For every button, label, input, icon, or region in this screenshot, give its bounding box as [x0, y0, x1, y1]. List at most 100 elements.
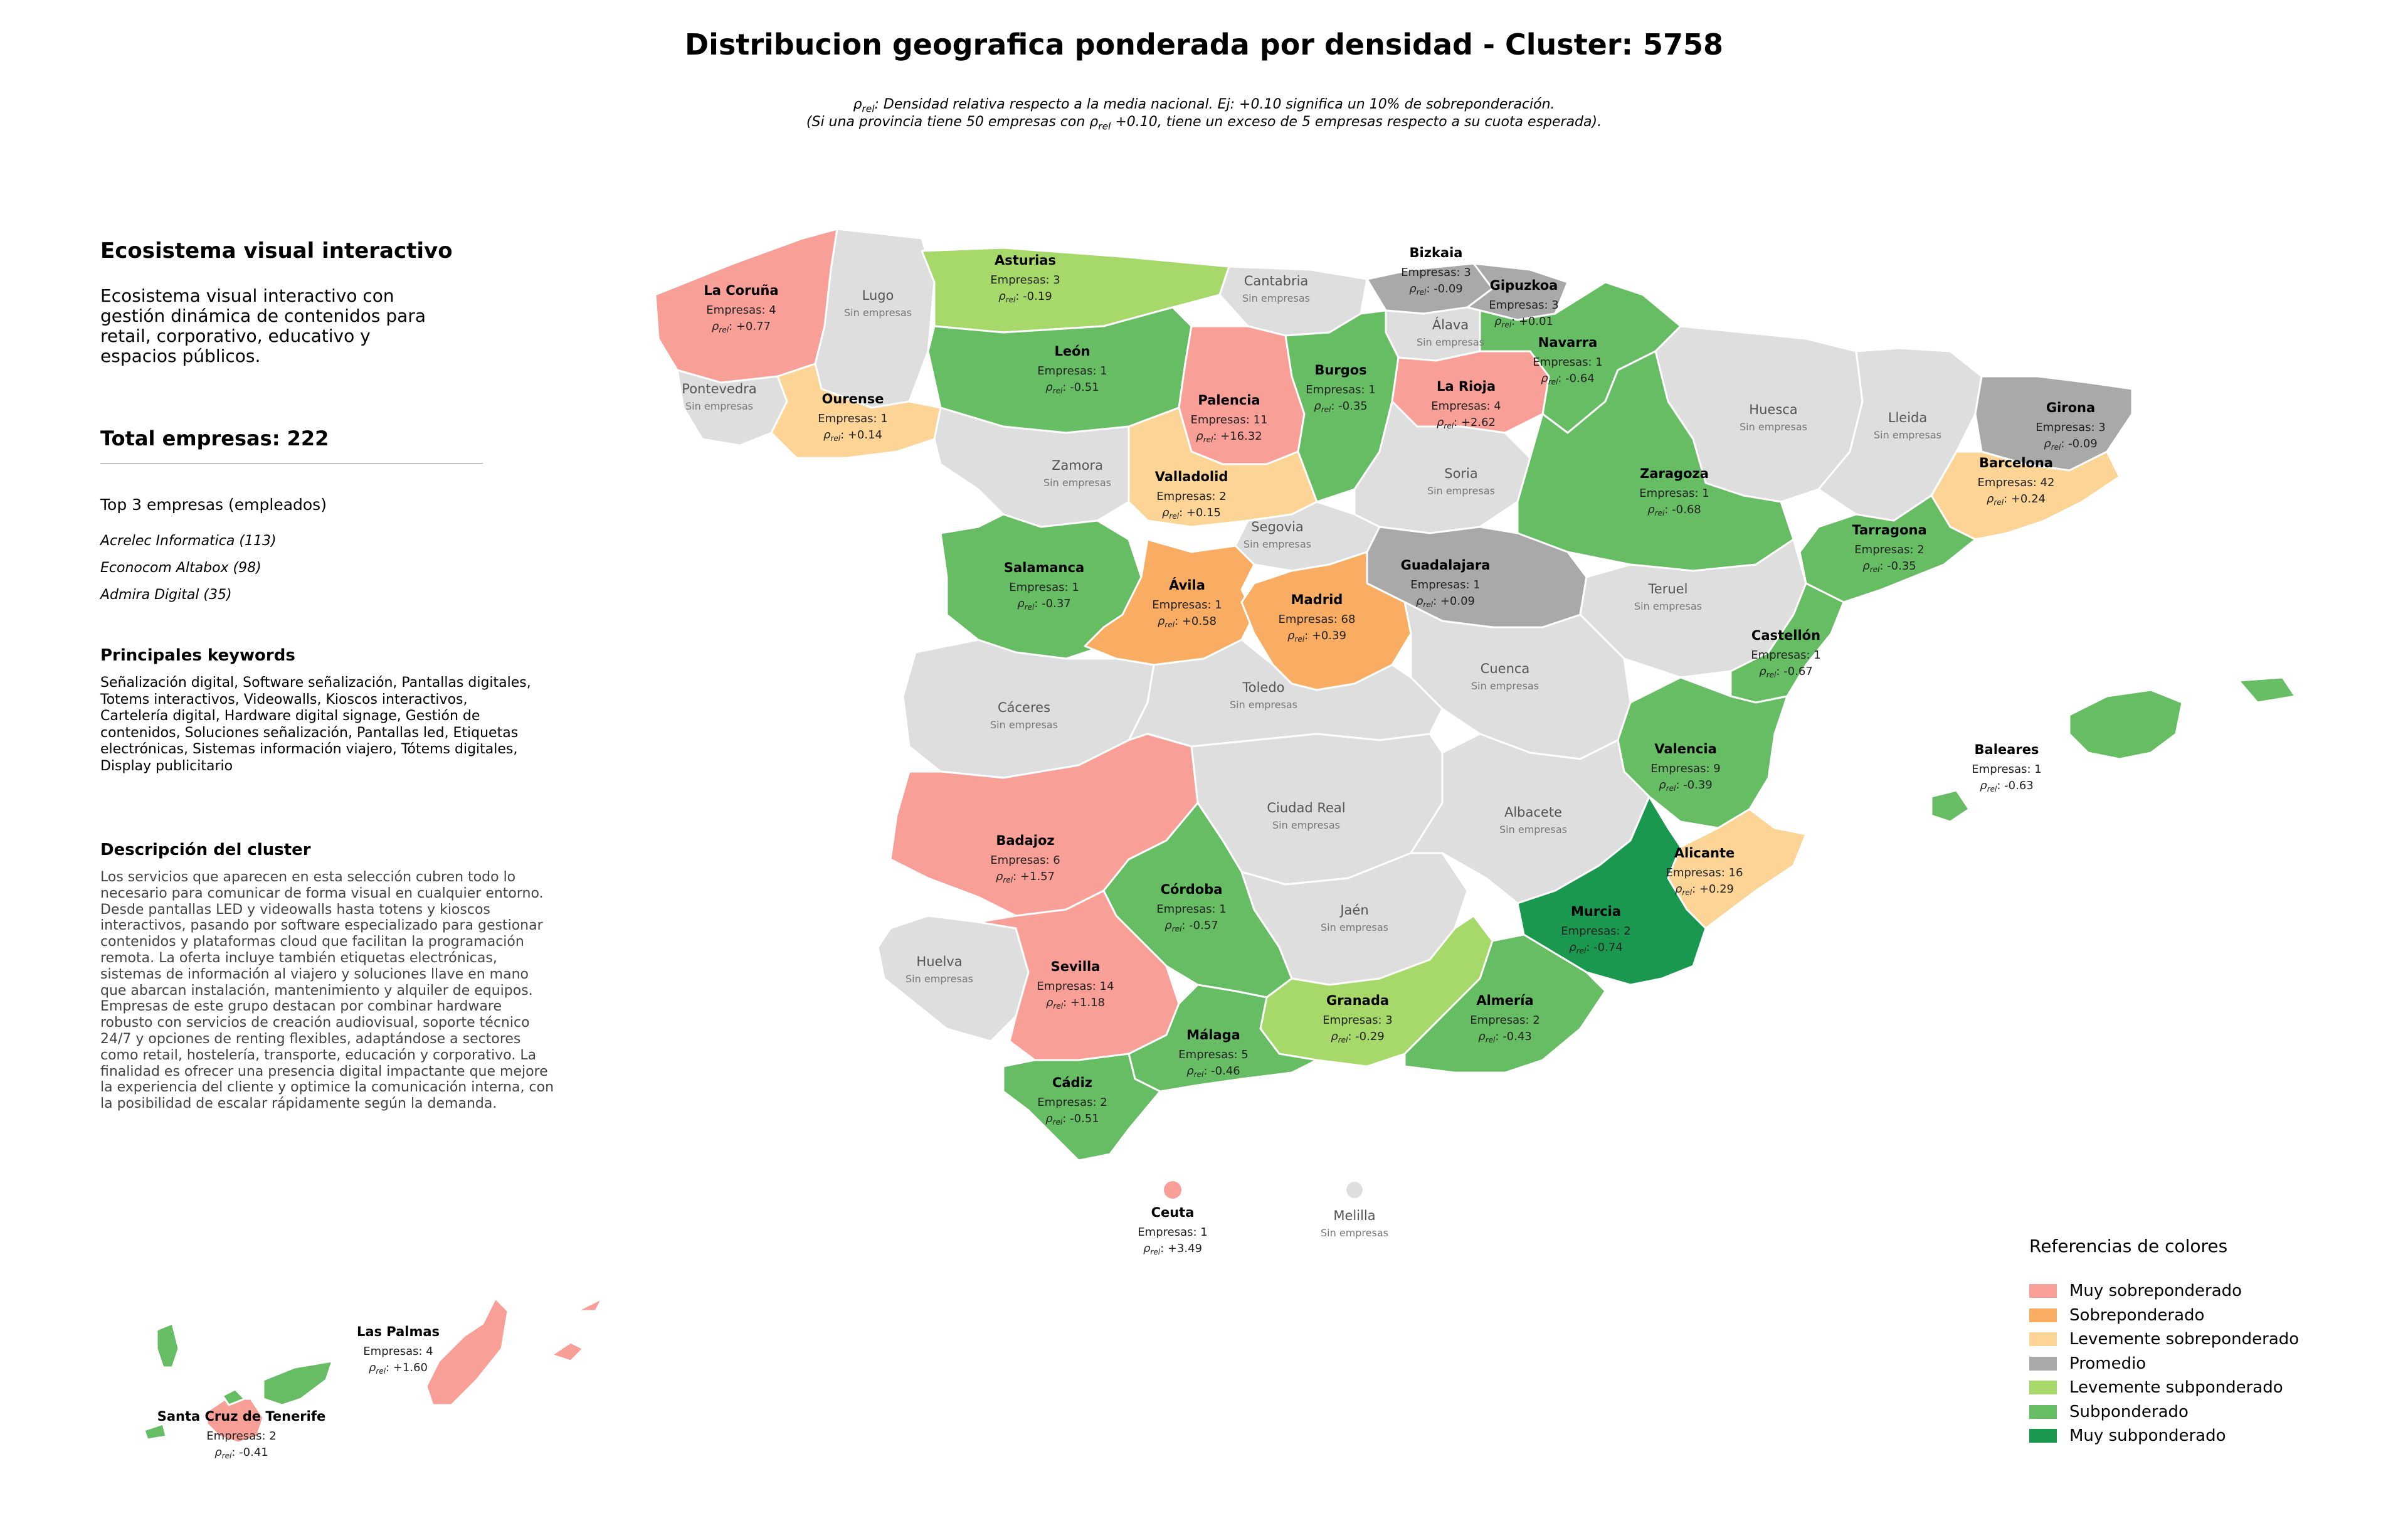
province-name: Melilla	[1333, 1208, 1375, 1223]
province-name: Madrid	[1291, 592, 1343, 607]
province-sin-empresas: Sin empresas	[990, 719, 1058, 731]
legend-label: Sobreponderado	[2069, 1305, 2205, 1325]
province-melilla	[1346, 1182, 1363, 1198]
province-name: Lleida	[1888, 410, 1928, 425]
province-label-soria: Soria Sin empresas	[1427, 466, 1495, 497]
province-label-lugo: Lugo Sin empresas	[844, 288, 912, 319]
province-name: Ávila	[1169, 577, 1205, 593]
legend-label: Muy subponderado	[2069, 1426, 2226, 1446]
province-sin-empresas: Sin empresas	[1499, 824, 1567, 836]
legend-label: Levemente subponderado	[2069, 1378, 2283, 1398]
province-name: Ciudad Real	[1267, 800, 1345, 815]
province-empresas: Empresas: 5	[1178, 1048, 1248, 1061]
province-rho: ρrel: -0.29	[1331, 1030, 1384, 1044]
province-name: Girona	[2046, 400, 2095, 415]
province-rho: ρrel: -0.35	[1862, 560, 1916, 574]
legend-item-lev-sub: Levemente subponderado	[2029, 1376, 2299, 1400]
subtitle-line-1: ρrel: Densidad relativa respecto a la me…	[853, 97, 1555, 115]
province-name: Huelva	[916, 954, 962, 969]
province-sin-empresas: Sin empresas	[685, 400, 753, 412]
province-label-huelva: Huelva Sin empresas	[906, 954, 973, 985]
province-santa-cruz-de-tenerife	[143, 1322, 334, 1441]
province-rho: ρrel: +16.32	[1196, 430, 1262, 444]
top3-item: Econocom Altabox (98)	[100, 560, 261, 576]
province-rho: ρrel: -0.46	[1186, 1064, 1240, 1079]
province-rho: ρrel: -0.51	[1045, 381, 1099, 395]
province-name: Zamora	[1052, 458, 1103, 473]
province-empresas: Empresas: 2	[1854, 543, 1924, 556]
province-alava	[1385, 306, 1481, 362]
province-rho: ρrel: -0.57	[1164, 919, 1218, 933]
top3-item: Acrelec Informatica (113)	[100, 533, 277, 549]
province-name: León	[1054, 344, 1090, 359]
province-sin-empresas: Sin empresas	[1634, 600, 1702, 612]
province-label-avila: Ávila Empresas: 1 ρrel: +0.58	[1152, 577, 1222, 629]
province-label-ceuta: Ceuta Empresas: 1 ρrel: +3.49	[1138, 1205, 1207, 1256]
province-rho: ρrel: +2.62	[1437, 416, 1496, 430]
province-name: Granada	[1326, 993, 1389, 1008]
province-rho: ρrel: +0.29	[1675, 883, 1734, 897]
province-name: Bizkaia	[1410, 245, 1463, 260]
province-sin-empresas: Sin empresas	[1321, 921, 1388, 933]
province-rho: ρrel: +0.14	[823, 428, 882, 443]
province-name: Cantabria	[1244, 273, 1309, 289]
province-label-baleares: Baleares Empresas: 1 ρrel: -0.63	[1972, 742, 2041, 793]
province-label-burgos: Burgos Empresas: 1 ρrel: -0.35	[1306, 363, 1375, 414]
province-rho: ρrel: +0.24	[1987, 492, 2046, 507]
province-malaga	[1127, 984, 1318, 1093]
keywords-text: Señalización digital, Software señalizac…	[100, 675, 531, 774]
province-sin-empresas: Sin empresas	[1427, 485, 1495, 497]
province-name: La Rioja	[1437, 379, 1496, 394]
province-label-zamora: Zamora Sin empresas	[1043, 458, 1111, 489]
province-empresas: Empresas: 3	[2036, 421, 2105, 434]
province-name: Valladolid	[1155, 469, 1228, 484]
legend-label: Subponderado	[2069, 1402, 2189, 1421]
province-name: Lugo	[862, 288, 894, 303]
legend-swatch	[2029, 1404, 2057, 1419]
top3-item: Admira Digital (35)	[100, 587, 232, 603]
province-sin-empresas: Sin empresas	[1242, 292, 1310, 304]
province-label-leon: León Empresas: 1 ρrel: -0.51	[1037, 344, 1107, 395]
province-rho: ρrel: -0.35	[1314, 400, 1367, 414]
legend-swatch	[2029, 1356, 2057, 1371]
province-name: La Coruña	[704, 283, 778, 298]
province-name: Zaragoza	[1640, 466, 1709, 481]
province-sin-empresas: Sin empresas	[1874, 429, 1941, 441]
province-label-segovia: Segovia Sin empresas	[1244, 519, 1311, 550]
province-label-tarragona: Tarragona Empresas: 2 ρrel: -0.35	[1852, 523, 1926, 574]
province-name: Córdoba	[1161, 882, 1223, 897]
province-empresas: Empresas: 3	[1323, 1014, 1392, 1027]
province-empresas: Empresas: 2	[1037, 1096, 1107, 1109]
province-name: Santa Cruz de Tenerife	[157, 1409, 326, 1424]
province-sin-empresas: Sin empresas	[1230, 699, 1297, 711]
province-name: Gipuzkoa	[1490, 278, 1558, 293]
province-label-caceres: Cáceres Sin empresas	[990, 700, 1058, 731]
province-rho: ρrel: -0.37	[1017, 597, 1070, 612]
province-empresas: Empresas: 4	[706, 304, 776, 317]
legend-title: Referencias de colores	[2029, 1236, 2228, 1256]
province-name: Ceuta	[1151, 1205, 1195, 1220]
province-empresas: Empresas: 1	[1751, 649, 1820, 662]
province-name: Alicante	[1674, 846, 1735, 861]
province-label-la-coruna: La Coruña Empresas: 4 ρrel: +0.77	[704, 283, 778, 334]
province-label-sevilla: Sevilla Empresas: 14 ρrel: +1.18	[1037, 959, 1114, 1011]
province-almeria	[1403, 933, 1607, 1074]
province-name: Huesca	[1749, 402, 1797, 417]
province-empresas: Empresas: 1	[1972, 763, 2041, 776]
province-empresas: Empresas: 1	[1533, 356, 1602, 369]
province-name: Guadalajara	[1401, 558, 1491, 573]
province-empresas: Empresas: 1	[1156, 903, 1226, 916]
province-label-alava: Álava Sin empresas	[1417, 317, 1484, 348]
legend-item-promedio: Promedio	[2029, 1352, 2299, 1376]
province-label-badajoz: Badajoz Empresas: 6 ρrel: +1.57	[990, 833, 1060, 884]
province-rho: ρrel: +0.09	[1416, 595, 1475, 609]
province-sin-empresas: Sin empresas	[1043, 477, 1111, 489]
cluster-description: Los servicios que aparecen en esta selec…	[100, 869, 554, 1112]
province-rho: ρrel: -0.09	[2044, 437, 2097, 452]
province-empresas: Empresas: 1	[1138, 1226, 1207, 1239]
province-empresas: Empresas: 16	[1666, 866, 1743, 879]
province-name: Cádiz	[1052, 1075, 1092, 1090]
province-huelva	[877, 915, 1030, 1043]
color-legend: Referencias de colores Muy sobreponderad…	[2029, 1236, 2299, 1448]
legend-label: Promedio	[2069, 1354, 2147, 1373]
